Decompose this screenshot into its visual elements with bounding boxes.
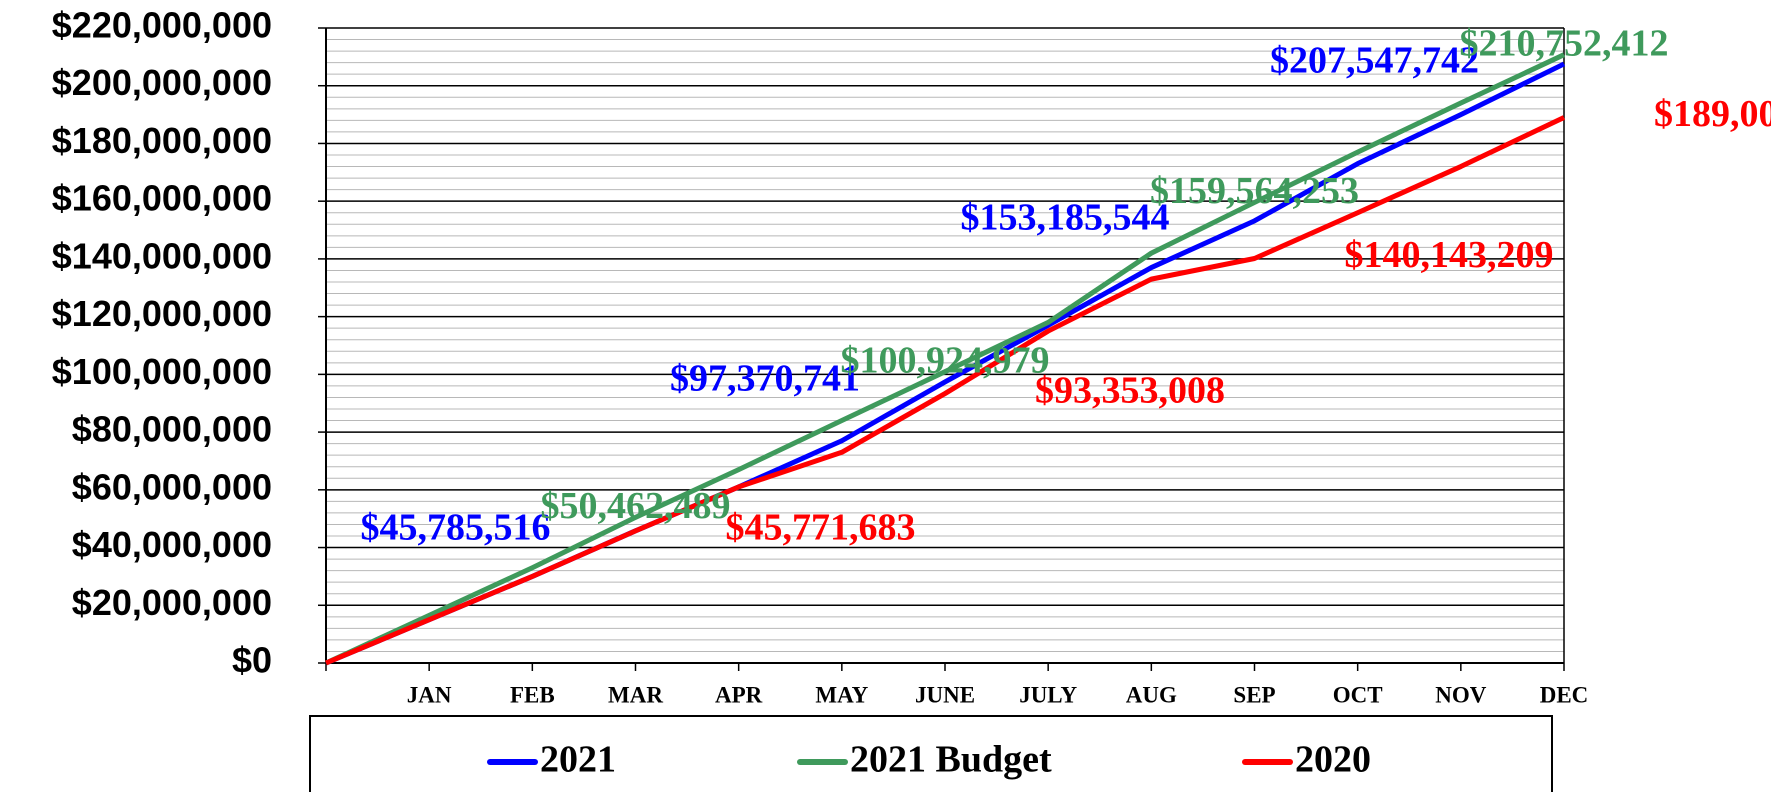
data-label: $93,353,008 bbox=[1035, 369, 1225, 411]
y-tick-label: $140,000,000 bbox=[52, 235, 272, 276]
data-label: $50,462,489 bbox=[541, 485, 731, 527]
data-label: $45,771,683 bbox=[726, 507, 916, 549]
x-tick-label: OCT bbox=[1333, 682, 1383, 707]
x-tick-label: NOV bbox=[1435, 682, 1487, 707]
x-tick-label: MAY bbox=[815, 682, 868, 707]
y-tick-label: $220,000,000 bbox=[52, 5, 272, 46]
y-tick-label: $200,000,000 bbox=[52, 62, 272, 103]
y-tick-label: $40,000,000 bbox=[72, 524, 272, 565]
y-tick-label: $160,000,000 bbox=[52, 178, 272, 219]
legend-label: 2020 bbox=[1295, 739, 1371, 781]
x-tick-label: FEB bbox=[510, 682, 555, 707]
series-line bbox=[324, 52, 1566, 666]
x-tick-label: JULY bbox=[1019, 682, 1077, 707]
x-tick-label: APR bbox=[715, 682, 763, 707]
data-label: $153,185,544 bbox=[961, 197, 1170, 239]
data-label: $189,004,761 bbox=[1654, 93, 1771, 135]
x-tick-label: JUNE bbox=[915, 682, 975, 707]
data-label: $210,752,412 bbox=[1460, 22, 1669, 64]
plot-area bbox=[326, 28, 1564, 663]
series-line bbox=[325, 115, 1566, 666]
y-tick-label: $120,000,000 bbox=[52, 293, 272, 334]
data-label: $97,370,741 bbox=[670, 358, 860, 400]
y-tick-label: $80,000,000 bbox=[72, 409, 272, 450]
y-tick-label: $180,000,000 bbox=[52, 120, 272, 161]
legend-box bbox=[309, 715, 1553, 792]
data-label: $207,547,742 bbox=[1270, 40, 1479, 82]
y-tick-label: $0 bbox=[232, 640, 272, 681]
x-tick-label: SEP bbox=[1233, 682, 1275, 707]
data-label: $140,143,209 bbox=[1345, 234, 1554, 276]
y-tick-label: $60,000,000 bbox=[72, 466, 272, 507]
data-label: $45,785,516 bbox=[361, 507, 551, 549]
y-tick-label: $100,000,000 bbox=[52, 351, 272, 392]
data-label: $100,924,979 bbox=[841, 339, 1050, 381]
legend-label: 2021 bbox=[540, 739, 616, 781]
legend-label: 2021 Budget bbox=[850, 739, 1052, 781]
x-tick-label: AUG bbox=[1126, 682, 1177, 707]
x-tick-label: DEC bbox=[1540, 682, 1589, 707]
data-label: $159,564,253 bbox=[1150, 170, 1359, 212]
x-tick-label: MAR bbox=[608, 682, 663, 707]
y-tick-label: $20,000,000 bbox=[72, 582, 272, 623]
x-tick-label: JAN bbox=[407, 682, 452, 707]
